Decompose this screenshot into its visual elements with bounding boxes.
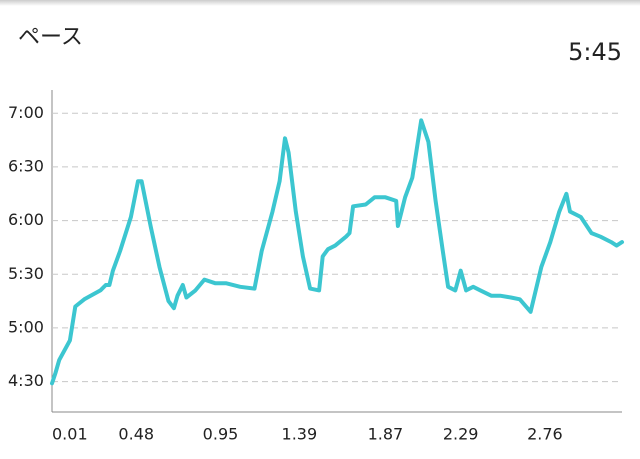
x-tick-label: 0.48 xyxy=(118,425,154,444)
x-tick-label: 2.29 xyxy=(443,425,479,444)
x-tick-label: 1.87 xyxy=(368,425,404,444)
x-tick-label: 2.76 xyxy=(527,425,563,444)
y-tick-label: 4:30 xyxy=(8,371,44,390)
x-tick-label: 1.39 xyxy=(282,425,318,444)
x-tick-label: 0.01 xyxy=(52,425,88,444)
current-value: 5:45 xyxy=(568,38,622,66)
pace-line xyxy=(50,118,624,386)
y-tick-label: 7:00 xyxy=(8,103,44,122)
top-shadow xyxy=(0,0,640,6)
y-tick-label: 6:00 xyxy=(8,210,44,229)
y-tick-label: 5:30 xyxy=(8,264,44,283)
x-tick-label: 0.95 xyxy=(203,425,239,444)
chart-title: ペース xyxy=(18,25,83,50)
y-tick-label: 6:30 xyxy=(8,156,44,175)
y-tick-label: 5:00 xyxy=(8,317,44,336)
